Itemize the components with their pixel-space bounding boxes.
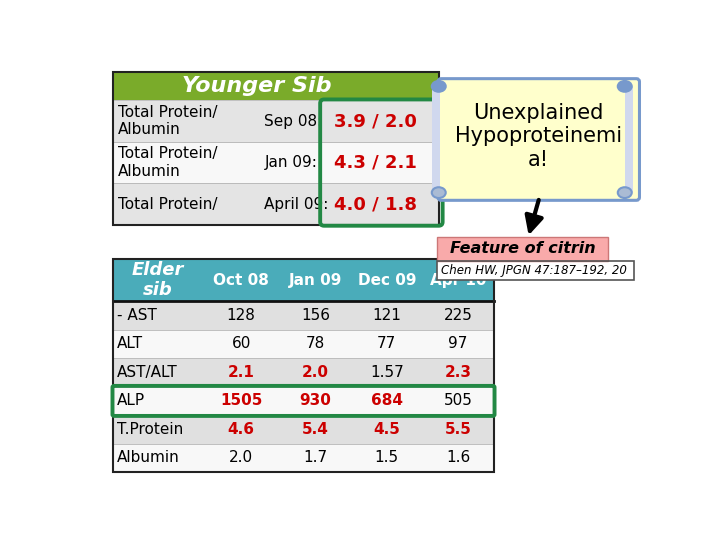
Bar — [113, 142, 438, 184]
Text: Albumin: Albumin — [117, 450, 180, 465]
Text: Feature of citrin: Feature of citrin — [449, 241, 595, 256]
Text: Jan 09:: Jan 09: — [264, 155, 318, 170]
Text: Dec 09: Dec 09 — [358, 273, 416, 287]
Bar — [618, 86, 625, 193]
Text: 1.6: 1.6 — [446, 450, 470, 465]
Bar — [437, 237, 608, 261]
Text: Total Protein/: Total Protein/ — [118, 197, 217, 212]
Text: Total Protein/
Albumin: Total Protein/ Albumin — [118, 146, 217, 179]
Text: 225: 225 — [444, 308, 472, 323]
Text: 4.5: 4.5 — [374, 422, 400, 437]
Text: 156: 156 — [301, 308, 330, 323]
Bar — [113, 358, 494, 387]
Bar — [113, 330, 494, 358]
Text: Elder
sib: Elder sib — [132, 261, 184, 299]
Bar — [438, 86, 446, 193]
Bar — [625, 86, 634, 193]
Text: 2.0: 2.0 — [302, 365, 329, 380]
Text: April 09:: April 09: — [264, 197, 329, 212]
Text: Younger Sib: Younger Sib — [181, 76, 331, 96]
Text: Apr 10: Apr 10 — [430, 273, 487, 287]
Ellipse shape — [618, 187, 631, 198]
Bar — [113, 100, 438, 142]
Bar — [441, 82, 636, 197]
Text: 505: 505 — [444, 394, 472, 408]
Bar — [113, 444, 494, 472]
Text: 5.5: 5.5 — [445, 422, 472, 437]
Text: 4.3 / 2.1: 4.3 / 2.1 — [334, 153, 417, 172]
Bar — [113, 72, 438, 100]
Text: T.Protein: T.Protein — [117, 422, 184, 437]
Ellipse shape — [432, 187, 446, 198]
Bar — [113, 301, 494, 330]
Bar — [113, 100, 438, 142]
Text: 1.7: 1.7 — [303, 450, 328, 465]
Bar — [113, 387, 494, 415]
Bar — [113, 184, 438, 225]
Text: 128: 128 — [227, 308, 256, 323]
Text: 684: 684 — [371, 394, 402, 408]
Ellipse shape — [432, 81, 446, 92]
Bar — [113, 415, 494, 444]
Bar — [432, 86, 441, 193]
Bar — [437, 261, 634, 280]
Text: 77: 77 — [377, 336, 397, 352]
Bar — [113, 444, 494, 472]
Text: Unexplained
Hypoproteinemi
a!: Unexplained Hypoproteinemi a! — [455, 103, 622, 170]
Bar — [113, 415, 494, 444]
Text: 1505: 1505 — [220, 394, 262, 408]
Bar — [113, 259, 494, 301]
Ellipse shape — [618, 81, 631, 92]
Bar — [113, 301, 494, 330]
Text: - AST: - AST — [117, 308, 157, 323]
Text: 121: 121 — [372, 308, 401, 323]
Bar — [113, 72, 438, 225]
Bar — [113, 330, 494, 358]
Text: ALP: ALP — [117, 394, 145, 408]
Bar — [113, 184, 438, 225]
Text: 3.9 / 2.0: 3.9 / 2.0 — [334, 112, 417, 130]
FancyBboxPatch shape — [438, 79, 639, 200]
Text: 1.57: 1.57 — [370, 365, 404, 380]
Text: 60: 60 — [231, 336, 251, 352]
Text: 1.5: 1.5 — [375, 450, 399, 465]
Text: 930: 930 — [300, 394, 331, 408]
Text: 4.0 / 1.8: 4.0 / 1.8 — [334, 195, 417, 213]
Text: 2.0: 2.0 — [229, 450, 253, 465]
Text: 2.3: 2.3 — [445, 365, 472, 380]
Text: AST/ALT: AST/ALT — [117, 365, 178, 380]
Bar — [113, 387, 494, 415]
Bar — [437, 237, 608, 261]
Bar — [113, 259, 494, 472]
Bar — [113, 142, 438, 184]
Bar — [113, 358, 494, 387]
Text: Total Protein/
Albumin: Total Protein/ Albumin — [118, 105, 217, 137]
Text: ALT: ALT — [117, 336, 143, 352]
Text: Oct 08: Oct 08 — [213, 273, 269, 287]
Text: 4.6: 4.6 — [228, 422, 255, 437]
Bar — [437, 261, 634, 280]
Text: 2.1: 2.1 — [228, 365, 255, 380]
Text: 97: 97 — [449, 336, 468, 352]
Text: Jan 09: Jan 09 — [289, 273, 342, 287]
Text: Sep 08:: Sep 08: — [264, 113, 323, 129]
Text: 78: 78 — [306, 336, 325, 352]
Text: 5.4: 5.4 — [302, 422, 329, 437]
Text: Chen HW, JPGN 47:187–192, 20: Chen HW, JPGN 47:187–192, 20 — [441, 264, 627, 277]
